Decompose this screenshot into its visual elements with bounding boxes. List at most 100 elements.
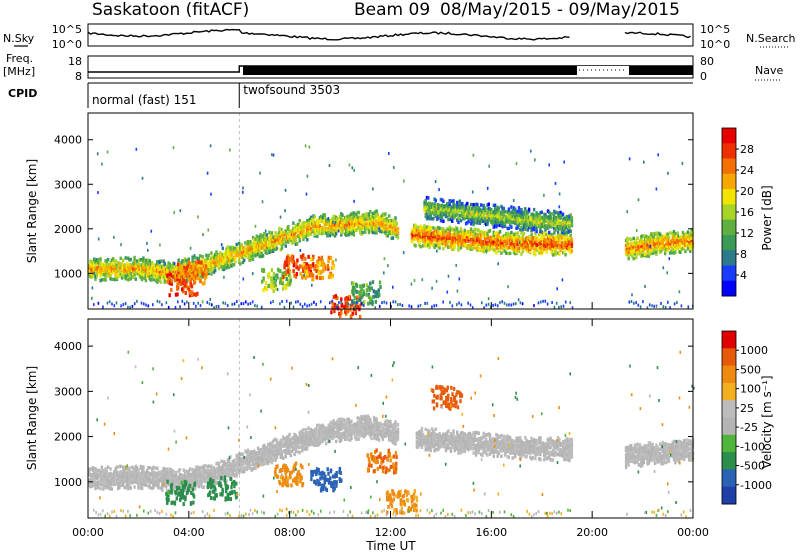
range-gate-cell [540, 210, 543, 214]
scatter-patch-cell [330, 275, 333, 280]
range-gate-cell [202, 476, 206, 480]
range-gate-cell [128, 266, 131, 270]
noise-cell [485, 250, 488, 254]
range-gate-cell [140, 269, 144, 273]
range-gate-cell [130, 275, 134, 279]
range-gate-cell [491, 241, 494, 246]
scatter-patch-cell [379, 285, 382, 290]
range-gate-cell [551, 223, 555, 228]
range-gate-cell [172, 487, 175, 492]
range-gate-cell [301, 224, 304, 228]
range-gate-cell [123, 474, 126, 478]
colorbar-tick-label: 28 [740, 143, 754, 156]
noise-cell [242, 186, 244, 190]
range-gate-cell [106, 257, 110, 262]
range-gate-cell [496, 233, 499, 238]
range-gate-cell [501, 224, 504, 229]
range-gate-cell [650, 232, 653, 236]
range-gate-cell [558, 238, 561, 243]
range-gate-cell [220, 466, 223, 470]
range-gate-cell [105, 262, 108, 266]
range-gate-cell [134, 267, 137, 271]
scatter-patch-cell [286, 278, 290, 283]
range-gate-cell [164, 476, 168, 481]
range-gate-cell [472, 203, 475, 207]
scatter-patch-cell [283, 260, 287, 265]
range-gate-cell [96, 269, 100, 274]
range-gate-cell [529, 247, 532, 251]
noise-cell [434, 180, 437, 184]
noise-cell [517, 298, 520, 302]
range-gate-cell [565, 245, 569, 250]
scatter-patch-cell [193, 292, 196, 297]
range-gate-cell [443, 242, 446, 246]
range-gate-cell [546, 242, 550, 247]
range-gate-cell [483, 211, 487, 216]
range-gate-cell [99, 259, 102, 263]
range-gate-cell [532, 213, 536, 218]
scatter-patch-cell [203, 272, 206, 277]
range-gate-cell [137, 483, 140, 487]
range-gate-cell [142, 259, 145, 264]
range-gate-cell [672, 235, 676, 239]
range-gate-cell [478, 207, 482, 211]
range-gate-cell [192, 268, 195, 273]
noise-cell [456, 203, 458, 207]
nsearch-label: N.Search [746, 32, 796, 45]
noise-cell [497, 262, 499, 266]
range-gate-cell [517, 216, 521, 220]
range-gate-cell [437, 206, 440, 211]
range-gate-cell [360, 227, 363, 231]
range-gate-cell [274, 231, 277, 235]
range-gate-cell [106, 485, 110, 489]
range-gate-cell [161, 265, 164, 269]
scatter-patch-cell [324, 266, 327, 271]
scatter-patch-cell [269, 283, 272, 288]
range-gate-cell [140, 272, 144, 276]
range-gate-cell [178, 479, 182, 483]
range-gate-cell [526, 214, 529, 219]
range-gate-cell [374, 210, 377, 214]
range-gate-cell [530, 242, 533, 247]
range-gate-cell [283, 237, 286, 241]
near-range-cell [506, 303, 508, 307]
range-gate-cell [472, 212, 475, 217]
range-gate-cell [422, 228, 425, 232]
range-gate-cell [464, 232, 468, 236]
range-gate-cell [497, 240, 500, 245]
range-gate-cell [301, 222, 304, 226]
noise-cell [435, 279, 438, 283]
range-gate-cell [541, 249, 545, 254]
range-gate-cell [210, 251, 213, 255]
range-gate-cell [94, 260, 97, 264]
range-gate-cell [159, 269, 163, 273]
range-gate-cell [626, 253, 629, 257]
range-gate-cell [137, 262, 140, 266]
range-gate-cell [221, 246, 224, 251]
range-gate-cell [135, 272, 139, 276]
range-gate-cell [355, 212, 358, 216]
near-range-cell [270, 301, 272, 305]
noise-cell [554, 181, 557, 185]
range-gate-cell [154, 471, 158, 476]
scatter-patch-cell [189, 264, 193, 269]
colorbar-tick-label: 4 [740, 269, 747, 282]
range-gate-cell [480, 208, 483, 213]
range-gate-cell [485, 207, 488, 212]
range-gate-cell [558, 218, 561, 222]
range-gate-cell [565, 225, 569, 230]
near-range-cell [247, 302, 249, 306]
range-gate-cell [539, 245, 542, 249]
range-gate-cell [497, 242, 500, 247]
range-gate-cell [269, 249, 272, 254]
range-gate-cell [236, 250, 240, 255]
range-gate-cell [394, 228, 397, 232]
range-gate-cell [540, 247, 543, 252]
range-gate-cell [285, 232, 289, 236]
range-gate-cell [198, 481, 202, 485]
range-gate-cell [519, 227, 522, 232]
range-gate-cell [666, 238, 669, 243]
range-gate-cell [361, 216, 364, 220]
range-gate-cell [180, 473, 183, 477]
range-gate-cell [352, 233, 356, 237]
